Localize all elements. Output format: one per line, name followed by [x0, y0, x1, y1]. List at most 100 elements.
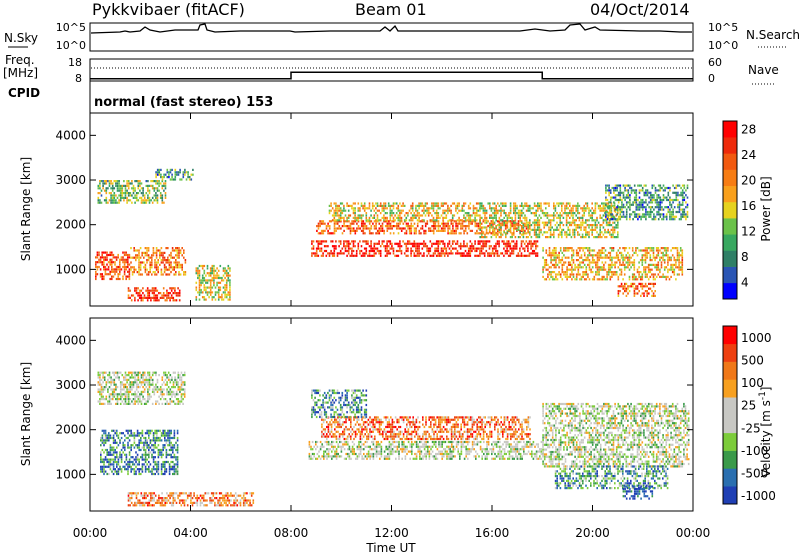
range-gate-cell	[229, 269, 231, 272]
range-gate-cell	[134, 196, 136, 199]
range-gate-cell	[373, 220, 376, 223]
range-gate-cell	[392, 204, 395, 207]
range-gate-cell	[142, 292, 144, 295]
range-gate-cell	[375, 227, 377, 230]
range-gate-cell	[524, 224, 526, 227]
range-gate-cell	[553, 216, 555, 219]
range-gate-cell	[605, 202, 608, 205]
range-gate-cell	[364, 232, 366, 235]
range-gate-cell	[672, 215, 674, 218]
range-gate-cell	[119, 184, 122, 187]
range-gate-cell	[147, 249, 150, 252]
range-gate-cell	[115, 258, 118, 261]
range-gate-cell	[391, 209, 393, 212]
range-gate-cell	[198, 269, 201, 272]
range-gate-cell	[680, 186, 682, 190]
range-gate-cell	[134, 398, 136, 401]
range-gate-cell	[167, 292, 170, 295]
range-gate-cell	[670, 213, 673, 216]
range-gate-cell	[339, 240, 342, 243]
range-gate-cell	[99, 388, 101, 391]
range-gate-cell	[213, 272, 215, 275]
range-gate-cell	[553, 212, 555, 215]
range-gate-cell	[659, 271, 661, 274]
range-gate-cell	[617, 259, 620, 262]
range-gate-cell	[198, 288, 201, 292]
range-gate-cell	[522, 212, 525, 215]
range-gate-cell	[498, 224, 501, 227]
range-gate-cell	[179, 400, 181, 403]
range-gate-cell	[420, 232, 422, 235]
range-gate-cell	[659, 215, 662, 218]
range-gate-cell	[656, 206, 658, 209]
range-gate-cell	[229, 274, 231, 277]
range-gate-cell	[139, 182, 141, 185]
range-gate-cell	[357, 219, 360, 222]
range-gate-cell	[506, 229, 509, 232]
range-gate-cell	[599, 268, 602, 271]
range-gate-cell	[640, 294, 642, 297]
range-gate-cell	[159, 393, 162, 396]
range-gate-cell	[423, 207, 425, 210]
range-gate-cell	[151, 187, 154, 190]
range-gate-cell	[660, 251, 663, 254]
range-gate-cell	[403, 252, 406, 255]
range-gate-cell	[627, 196, 630, 199]
range-gate-cell	[104, 432, 107, 435]
range-gate-cell	[316, 229, 318, 232]
range-gate-cell	[176, 251, 179, 254]
range-gate-cell	[378, 229, 381, 232]
range-gate-cell	[405, 254, 408, 257]
range-gate-cell	[530, 247, 532, 250]
range-gate-cell	[161, 184, 164, 187]
range-gate-cell	[155, 400, 157, 403]
range-gate-cell	[168, 259, 171, 262]
range-gate-cell	[109, 261, 111, 264]
range-gate-cell	[177, 374, 180, 377]
range-gate-cell	[649, 275, 652, 278]
range-gate-cell	[333, 222, 336, 225]
range-gate-cell	[129, 381, 132, 384]
range-gate-cell	[504, 242, 507, 245]
range-gate-cell	[542, 268, 544, 271]
range-gate-cell	[615, 236, 617, 239]
range-gate-cell	[543, 263, 546, 266]
range-gate-cell	[403, 204, 406, 207]
range-gate-cell	[646, 247, 648, 250]
range-gate-cell	[125, 253, 127, 257]
cpid-label: CPID	[8, 86, 40, 100]
range-gate-cell	[442, 222, 445, 225]
range-gate-cell	[107, 381, 109, 384]
range-gate-cell	[593, 228, 595, 231]
range-gate-cell	[363, 254, 366, 257]
range-gate-cell	[474, 219, 476, 222]
range-gate-cell	[448, 242, 451, 245]
range-gate-cell	[217, 269, 220, 272]
range-gate-cell	[484, 219, 486, 222]
range-gate-cell	[575, 266, 578, 269]
range-gate-cell	[328, 227, 331, 230]
range-gate-cell	[453, 220, 456, 223]
range-gate-cell	[100, 201, 103, 204]
range-gate-cell	[633, 189, 636, 192]
range-gate-cell	[221, 298, 223, 301]
range-gate-cell	[537, 202, 539, 205]
range-gate-cell	[376, 249, 379, 253]
range-gate-cell	[451, 247, 454, 250]
colorbar-segment	[723, 185, 737, 203]
range-gate-cell	[152, 249, 155, 252]
range-gate-cell	[613, 221, 616, 224]
range-gate-cell	[567, 249, 570, 252]
range-gate-cell	[365, 227, 368, 230]
range-gate-cell	[431, 245, 433, 248]
range-gate-cell	[577, 268, 580, 271]
range-gate-cell	[616, 218, 618, 221]
range-gate-cell	[139, 400, 141, 403]
range-gate-cell	[375, 232, 377, 235]
range-gate-cell	[503, 216, 505, 219]
range-gate-cell	[129, 383, 132, 386]
range-gate-cell	[482, 204, 485, 207]
range-gate-cell	[426, 249, 428, 253]
range-gate-cell	[312, 247, 315, 250]
range-gate-cell	[121, 194, 124, 197]
